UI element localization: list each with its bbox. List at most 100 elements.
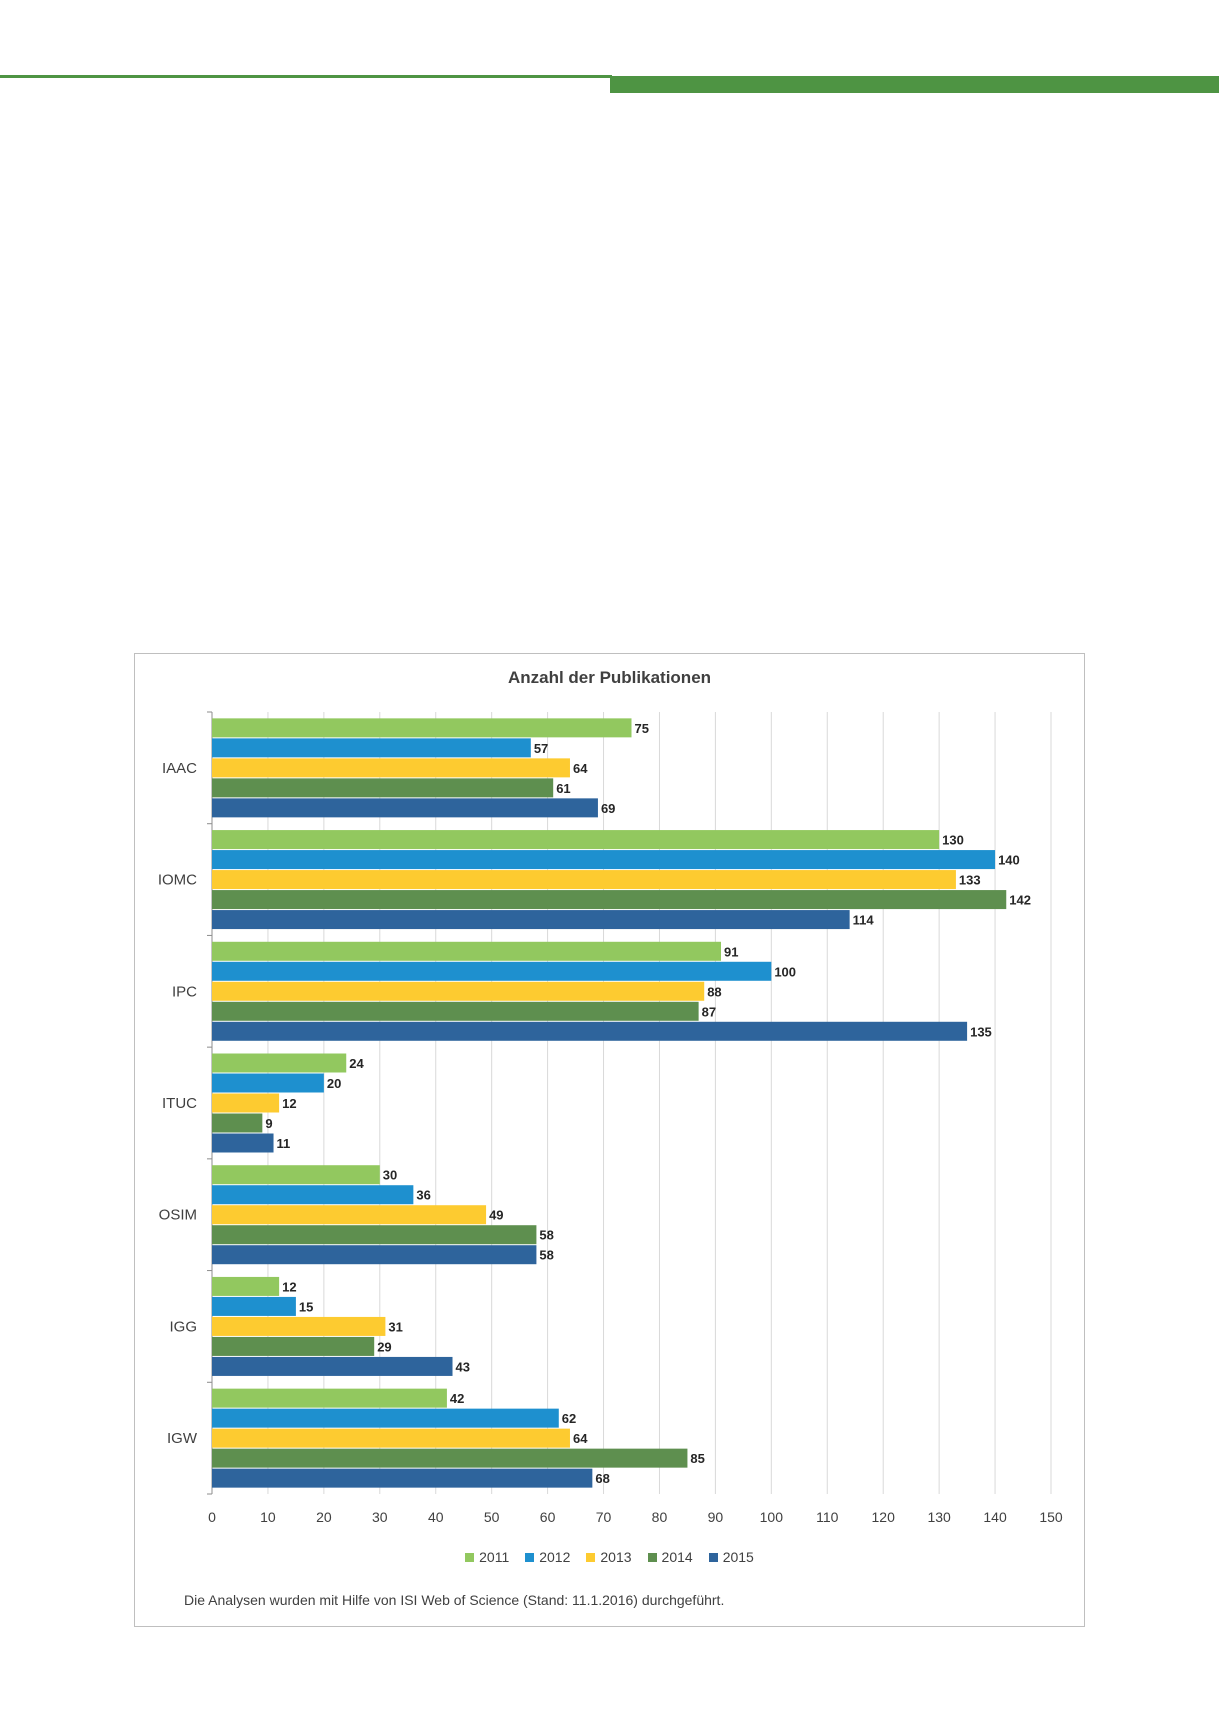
bar-igw-2015 — [212, 1468, 593, 1488]
x-tick-label-14: 140 — [983, 1509, 1007, 1525]
bar-igg-2011 — [212, 1276, 280, 1296]
bar-igw-2014 — [212, 1448, 688, 1468]
bar-ipc-2015 — [212, 1021, 968, 1041]
bar-iaac-2015 — [212, 798, 598, 818]
data-label-ituc-2013: 12 — [282, 1096, 296, 1111]
legend-swatch-2011 — [465, 1552, 475, 1562]
data-label-iaac-2013: 64 — [573, 761, 588, 776]
data-label-osim-2012: 36 — [416, 1188, 430, 1203]
data-label-iaac-2015: 69 — [601, 801, 615, 816]
x-tick-label-2: 20 — [316, 1509, 332, 1525]
x-tick-label-0: 0 — [208, 1509, 216, 1525]
category-label-ituc: ITUC — [162, 1095, 197, 1112]
legend-item-2012: 2012 — [525, 1549, 570, 1565]
data-label-igw-2011: 42 — [450, 1391, 464, 1406]
category-label-igg: IGG — [169, 1318, 197, 1335]
chart-title: Anzahl der Publikationen — [507, 668, 712, 687]
bar-osim-2014 — [212, 1225, 537, 1245]
category-label-iaac: IAAC — [162, 760, 197, 777]
bar-iomc-2014 — [212, 890, 1007, 910]
bar-ituc-2012 — [212, 1073, 324, 1093]
bar-osim-2015 — [212, 1245, 537, 1265]
data-label-igg-2014: 29 — [377, 1339, 391, 1354]
data-label-igg-2013: 31 — [388, 1319, 402, 1334]
data-label-iomc-2012: 140 — [998, 853, 1020, 868]
bar-iomc-2013 — [212, 870, 956, 890]
bar-ituc-2015 — [212, 1133, 274, 1153]
data-label-igg-2015: 43 — [456, 1359, 470, 1374]
x-tick-label-13: 130 — [927, 1509, 951, 1525]
legend-swatch-2015 — [708, 1552, 718, 1562]
bar-ituc-2014 — [212, 1113, 263, 1133]
bar-igw-2013 — [212, 1428, 570, 1448]
data-label-osim-2015: 58 — [539, 1248, 553, 1263]
category-label-iomc: IOMC — [158, 872, 197, 889]
bar-iaac-2013 — [212, 758, 570, 778]
data-label-igg-2011: 12 — [282, 1279, 296, 1294]
x-tick-label-12: 120 — [872, 1509, 896, 1525]
bar-igg-2012 — [212, 1296, 296, 1316]
bar-iomc-2015 — [212, 910, 850, 930]
x-tick-label-15: 150 — [1039, 1509, 1063, 1525]
legend-label-2013: 2013 — [600, 1549, 632, 1565]
data-label-igw-2014: 85 — [690, 1451, 704, 1466]
data-label-ipc-2014: 87 — [702, 1004, 716, 1019]
data-label-igw-2013: 64 — [573, 1431, 588, 1446]
bar-iomc-2011 — [212, 830, 940, 850]
header-rule-thick — [610, 76, 1219, 93]
category-label-ipc: IPC — [172, 983, 197, 1000]
data-label-ipc-2011: 91 — [724, 944, 738, 959]
legend-item-2013: 2013 — [586, 1549, 632, 1565]
legend-swatch-2013 — [586, 1552, 596, 1562]
category-label-igw: IGW — [167, 1430, 198, 1447]
data-label-iaac-2011: 75 — [635, 721, 649, 736]
x-tick-label-6: 60 — [540, 1509, 556, 1525]
bar-ipc-2012 — [212, 961, 772, 981]
bar-ituc-2011 — [212, 1053, 347, 1073]
chart-footnote: Die Analysen wurden mit Hilfe von ISI We… — [184, 1592, 725, 1608]
bar-chart: IAAC7557646169IOMC130140133142114IPC9110… — [158, 711, 1063, 1525]
data-label-osim-2011: 30 — [383, 1168, 397, 1183]
legend-item-2015: 2015 — [708, 1549, 754, 1565]
bar-igg-2013 — [212, 1316, 386, 1336]
x-tick-label-9: 90 — [708, 1509, 724, 1525]
data-label-iomc-2011: 130 — [942, 833, 964, 848]
bar-iaac-2012 — [212, 738, 531, 758]
bar-osim-2011 — [212, 1165, 380, 1185]
bar-igg-2015 — [212, 1356, 453, 1376]
data-label-iomc-2015: 114 — [853, 913, 875, 928]
chart-frame: Anzahl der Publikationen IAAC 75 57 64 61 69 I… — [134, 653, 1085, 1627]
bar-ituc-2013 — [212, 1093, 280, 1113]
data-label-igw-2015: 68 — [595, 1471, 609, 1486]
x-tick-label-10: 100 — [760, 1509, 784, 1525]
legend-label-2012: 2012 — [539, 1549, 571, 1565]
data-label-igw-2012: 62 — [562, 1411, 576, 1426]
x-tick-label-1: 10 — [260, 1509, 276, 1525]
x-tick-label-8: 80 — [652, 1509, 668, 1525]
data-label-iaac-2014: 61 — [556, 781, 570, 796]
data-label-igg-2012: 15 — [299, 1299, 313, 1314]
bar-osim-2013 — [212, 1205, 487, 1225]
bar-iaac-2011 — [212, 718, 632, 738]
legend-item-2011: 2011 — [465, 1549, 509, 1565]
bar-iaac-2014 — [212, 778, 554, 798]
legend-item-2014: 2014 — [647, 1549, 693, 1565]
x-tick-label-7: 70 — [596, 1509, 612, 1525]
data-label-ipc-2012: 100 — [774, 964, 796, 979]
bar-igg-2014 — [212, 1336, 375, 1356]
data-label-iomc-2013: 133 — [959, 873, 981, 888]
data-label-iaac-2012: 57 — [534, 741, 548, 756]
bar-osim-2012 — [212, 1185, 414, 1205]
legend-label-2014: 2014 — [661, 1549, 693, 1565]
chart-legend: 2011 2012 2013 2014 2015 — [135, 1549, 1084, 1565]
data-label-osim-2013: 49 — [489, 1208, 503, 1223]
legend-swatch-2012 — [525, 1552, 535, 1562]
bar-ipc-2011 — [212, 941, 721, 961]
bar-igw-2011 — [212, 1388, 447, 1408]
bar-ipc-2013 — [212, 981, 705, 1001]
data-label-ipc-2013: 88 — [707, 984, 721, 999]
x-tick-label-4: 40 — [428, 1509, 444, 1525]
bar-igw-2012 — [212, 1408, 559, 1428]
data-label-osim-2014: 58 — [539, 1228, 553, 1243]
legend-label-2015: 2015 — [722, 1549, 754, 1565]
